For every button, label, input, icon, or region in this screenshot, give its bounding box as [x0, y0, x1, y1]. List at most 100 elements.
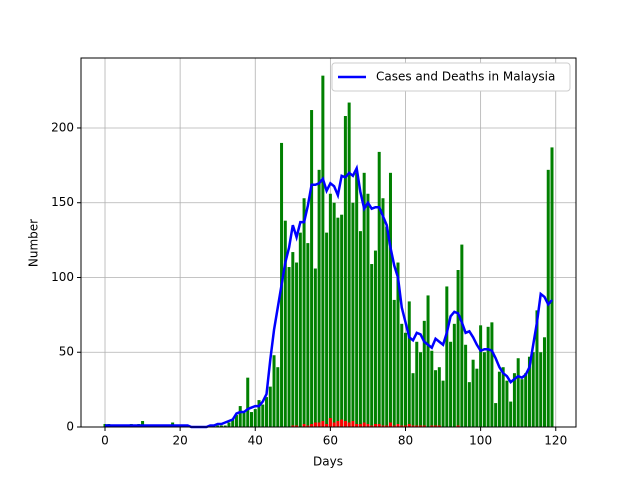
- bar: [550, 147, 554, 427]
- bar: [419, 425, 423, 427]
- bar: [460, 244, 464, 427]
- bar: [430, 350, 434, 427]
- bar: [434, 425, 438, 427]
- bar: [261, 404, 265, 427]
- bar: [437, 367, 441, 427]
- x-axis-label: Days: [313, 455, 343, 469]
- bar: [283, 220, 287, 427]
- bar: [437, 425, 441, 427]
- bar: [385, 226, 389, 427]
- x-tick-label: 40: [248, 434, 263, 448]
- bar: [501, 367, 505, 427]
- bar: [325, 424, 329, 427]
- bar: [317, 422, 321, 427]
- bar: [456, 425, 460, 427]
- bar: [291, 252, 295, 427]
- bar: [505, 380, 509, 427]
- bar: [246, 377, 250, 427]
- y-tick-label: 200: [51, 120, 74, 134]
- bar: [141, 421, 145, 427]
- bar: [231, 419, 235, 427]
- x-tick-label: 80: [398, 434, 413, 448]
- bar: [516, 358, 520, 427]
- x-tick-label: 20: [172, 434, 187, 448]
- bar: [467, 382, 471, 427]
- bar: [411, 373, 415, 427]
- bar: [242, 412, 246, 427]
- bar: [298, 232, 302, 427]
- bar: [445, 286, 449, 427]
- bar: [216, 425, 220, 427]
- bar: [388, 172, 392, 427]
- bar: [313, 422, 317, 427]
- bar: [512, 373, 516, 427]
- bar: [520, 379, 524, 427]
- bar: [422, 320, 426, 427]
- bar: [336, 217, 340, 427]
- bar: [486, 326, 490, 427]
- bar: [456, 270, 460, 427]
- bar: [227, 422, 231, 427]
- bar: [381, 425, 385, 427]
- y-tick-label: 0: [66, 420, 74, 434]
- bar: [404, 332, 408, 427]
- bar: [238, 406, 242, 427]
- bar: [385, 425, 389, 427]
- bar: [524, 373, 528, 427]
- bar: [404, 425, 408, 427]
- bar: [490, 322, 494, 427]
- bar: [411, 425, 415, 427]
- bar: [494, 403, 498, 427]
- bar: [302, 424, 306, 427]
- bar: [347, 102, 351, 427]
- bar: [452, 323, 456, 427]
- bar: [302, 198, 306, 427]
- bar: [310, 110, 314, 427]
- x-tick-label: 60: [323, 434, 338, 448]
- y-tick-label: 50: [59, 345, 74, 359]
- bar: [358, 231, 362, 427]
- bar: [321, 421, 325, 427]
- bar: [471, 359, 475, 427]
- bar: [449, 341, 453, 427]
- bar: [388, 422, 392, 427]
- bar: [249, 412, 253, 427]
- bar: [407, 424, 411, 427]
- bar: [370, 425, 374, 427]
- bar: [351, 202, 355, 427]
- bar: [366, 193, 370, 427]
- bar: [475, 368, 479, 427]
- bar: [313, 268, 317, 427]
- bar: [546, 169, 550, 427]
- bar: [392, 299, 396, 427]
- bar: [340, 214, 344, 427]
- x-tick-label: 120: [544, 434, 567, 448]
- bar: [535, 310, 539, 427]
- x-tick-label: 0: [101, 434, 109, 448]
- bar: [415, 341, 419, 427]
- bar: [219, 425, 223, 427]
- bar: [396, 424, 400, 427]
- bar: [464, 344, 468, 427]
- bar: [419, 352, 423, 427]
- bar: [396, 262, 400, 427]
- bar: [234, 415, 238, 427]
- bar: [373, 250, 377, 427]
- bar: [479, 325, 483, 427]
- bar: [509, 401, 513, 427]
- bar: [306, 425, 310, 427]
- y-tick-label: 150: [51, 195, 74, 209]
- bar: [366, 424, 370, 427]
- bar: [441, 380, 445, 427]
- bar: [430, 425, 434, 427]
- bar: [351, 421, 355, 427]
- bar: [306, 243, 310, 427]
- bar: [332, 202, 336, 427]
- bar: [392, 425, 396, 427]
- bar: [400, 323, 404, 427]
- bar: [347, 422, 351, 427]
- bar: [291, 425, 295, 427]
- plot-frame: [80, 57, 577, 428]
- bar: [362, 422, 366, 427]
- bar: [381, 198, 385, 427]
